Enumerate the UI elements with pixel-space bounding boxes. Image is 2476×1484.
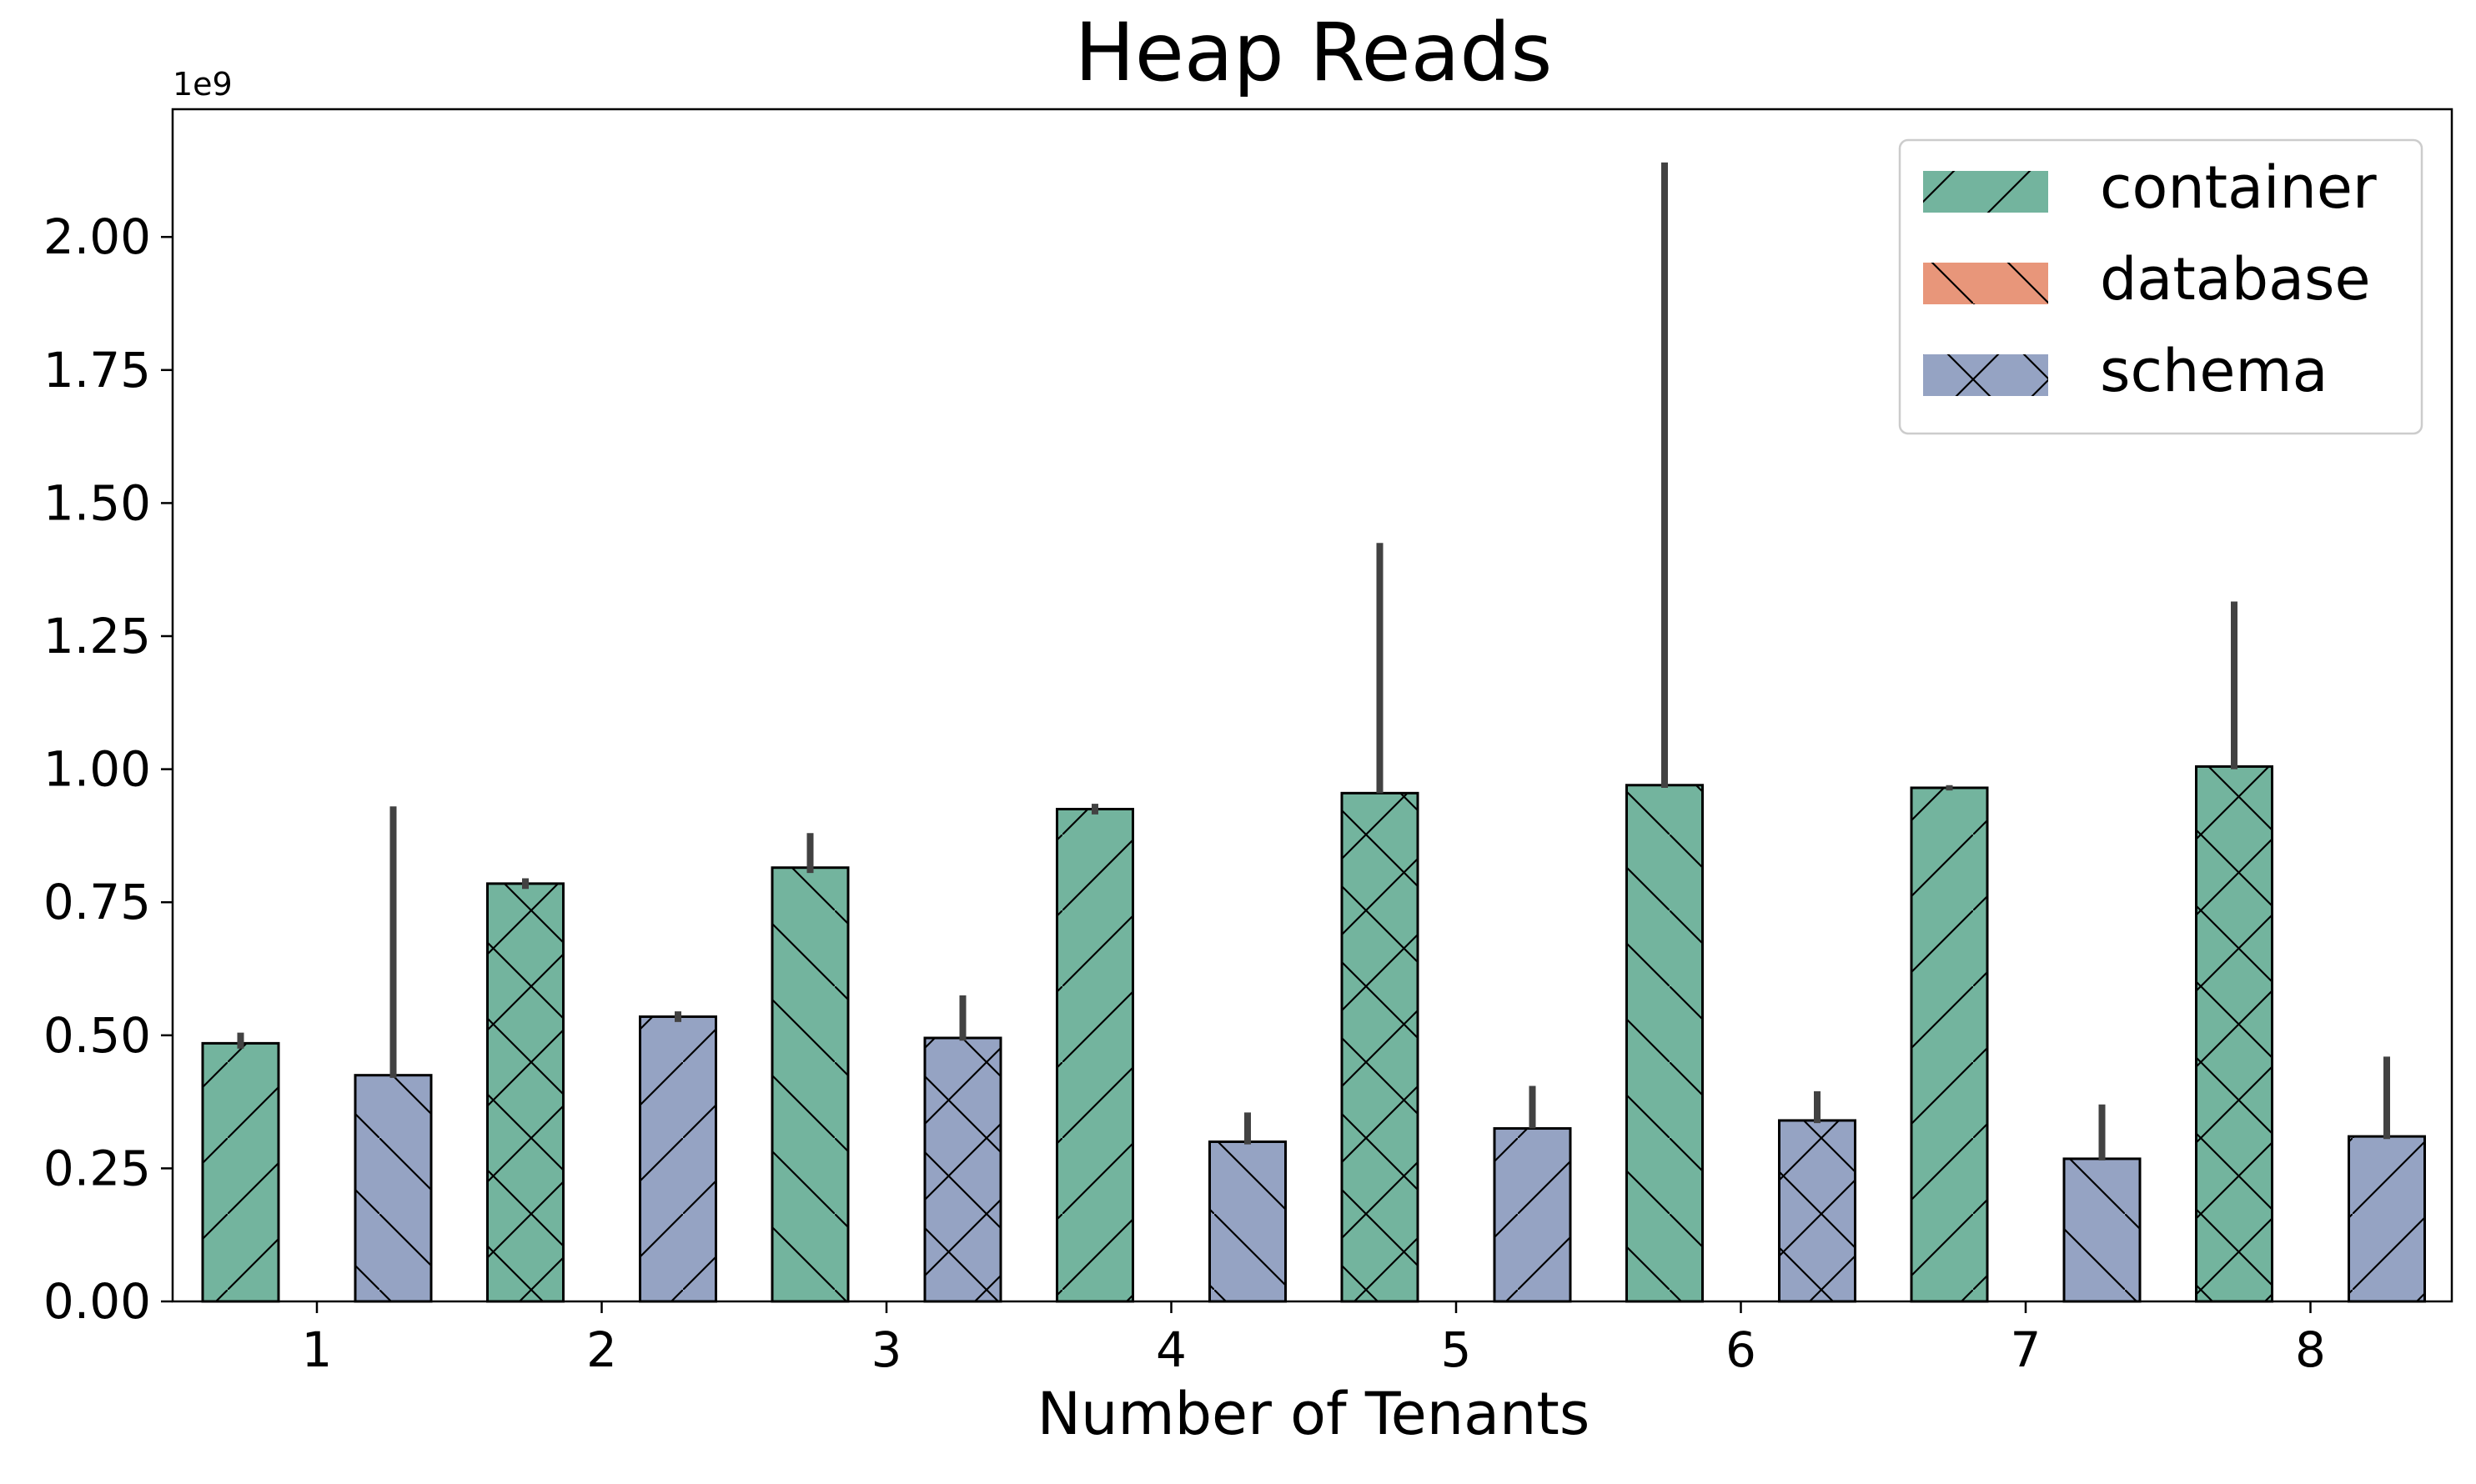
y-tick-label: 0.75: [43, 874, 151, 930]
bar-container-6: [1625, 784, 1704, 1303]
bars-layer: [201, 765, 2426, 1303]
x-tick-label: 7: [2011, 1321, 2042, 1378]
bar-schema-7: [2062, 1157, 2142, 1303]
bar-container-5: [1340, 791, 1419, 1303]
x-tick-label: 2: [586, 1321, 617, 1378]
chart-title: Heap Reads: [1075, 6, 1553, 99]
bar-container-4: [1056, 807, 1134, 1303]
x-tick-label: 5: [1441, 1321, 1472, 1378]
legend-label: database: [2100, 245, 2371, 313]
text-layer: Heap Reads Number of Tenants 1e9: [173, 6, 1590, 1448]
bar-schema-2: [639, 1015, 717, 1303]
x-tick-label: 4: [1156, 1321, 1187, 1378]
legend-entry-schema: schema: [1923, 337, 2328, 405]
bar-schema-1: [354, 1074, 433, 1303]
x-tick-label: 3: [871, 1321, 902, 1378]
bar-container-8: [2195, 765, 2273, 1303]
bar-schema-8: [2348, 1135, 2426, 1303]
legend-label: container: [2100, 153, 2377, 222]
bar-schema-6: [1778, 1119, 1856, 1303]
x-tick-label: 1: [302, 1321, 333, 1378]
bar-container-1: [201, 1041, 280, 1303]
legend: container database schema: [1898, 138, 2423, 435]
bar-schema-4: [1208, 1140, 1287, 1303]
error-bars-layer: [237, 162, 2390, 1161]
y-tick-label: 0.00: [43, 1273, 151, 1330]
legend-entry-container: container: [1923, 153, 2377, 222]
bar-schema-5: [1493, 1127, 1572, 1303]
y-tick-label: 1.50: [43, 474, 151, 531]
y-axis-offset-text: 1e9: [173, 66, 233, 103]
legend-label: schema: [2100, 337, 2328, 405]
x-tick-label: 6: [1725, 1321, 1756, 1378]
bar-container-2: [486, 882, 565, 1303]
y-tick-label: 1.00: [43, 741, 151, 798]
y-tick-label: 2.00: [43, 208, 151, 265]
bar-container-7: [1910, 786, 1989, 1303]
x-axis-label: Number of Tenants: [1037, 1380, 1590, 1448]
bar-schema-3: [923, 1036, 1002, 1303]
y-tick-label: 0.25: [43, 1140, 151, 1196]
y-tick-label: 1.75: [43, 342, 151, 399]
axes-layer: 0.00 0.25 0.50 0.75 1.00 1.25 1.50 1.75 2.00 1 2 3 4…: [43, 108, 2453, 1378]
y-tick-label: 0.50: [43, 1007, 151, 1064]
bar-container-3: [771, 866, 850, 1303]
plot-frame: [171, 108, 2453, 1303]
y-tick-label: 1.25: [43, 608, 151, 664]
x-tick-label: 8: [2295, 1321, 2326, 1378]
legend-entry-database: database: [1923, 245, 2371, 313]
